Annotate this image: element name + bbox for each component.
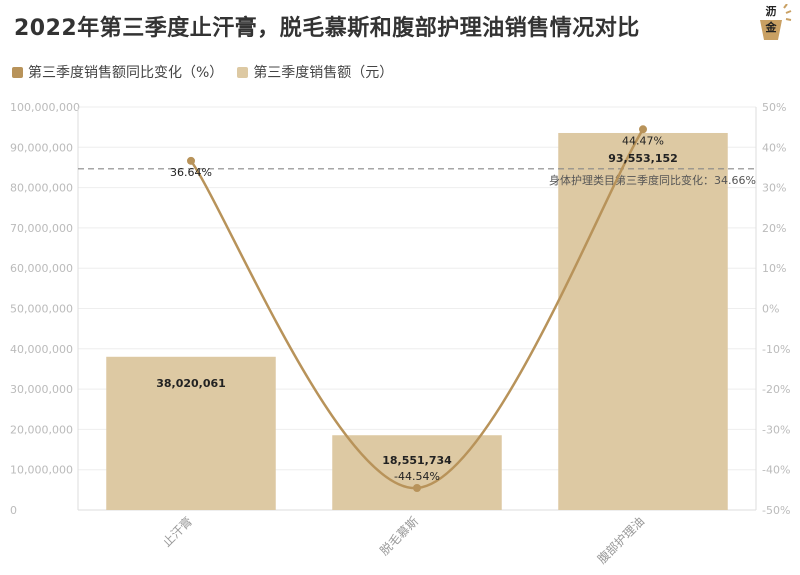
y-left-tick-label: 70,000,000 bbox=[10, 222, 73, 235]
logo-icon bbox=[760, 3, 792, 40]
y-right-tick-label: 40% bbox=[762, 141, 786, 154]
legend-item-yoy[interactable]: 第三季度销售额同比变化（%） bbox=[12, 62, 223, 82]
x-category-label: 腹部护理油 bbox=[594, 514, 647, 567]
y-right-tick-label: -40% bbox=[762, 464, 790, 477]
y-left-tick-label: 10,000,000 bbox=[10, 464, 73, 477]
legend-swatch-line bbox=[12, 66, 23, 78]
y-left-tick-label: 40,000,000 bbox=[10, 343, 73, 356]
y-left-tick-label: 100,000,000 bbox=[10, 101, 80, 114]
y-right-tick-label: -30% bbox=[762, 423, 790, 436]
x-category-label: 止汗膏 bbox=[159, 514, 195, 550]
yoy-value-label: -44.54% bbox=[394, 470, 440, 483]
yoy-point bbox=[413, 483, 421, 492]
legend-swatch-bar bbox=[237, 66, 249, 78]
y-right-tick-label: -10% bbox=[762, 343, 790, 356]
yoy-point bbox=[639, 125, 647, 134]
y-right-tick-label: -50% bbox=[762, 504, 790, 517]
y-left-tick-label: 60,000,000 bbox=[10, 262, 73, 275]
brand-logo: 沥 金 bbox=[756, 3, 792, 42]
y-left-tick-label: 20,000,000 bbox=[10, 423, 73, 436]
y-left-tick-label: 80,000,000 bbox=[10, 182, 73, 195]
y-right-tick-label: 30% bbox=[762, 182, 786, 195]
logo-text-top: 沥 bbox=[765, 5, 777, 18]
logo-text-bottom: 金 bbox=[765, 21, 777, 34]
bar bbox=[332, 435, 502, 510]
y-right-tick-label: 20% bbox=[762, 222, 786, 235]
y-left-tick-label: 50,000,000 bbox=[10, 303, 73, 316]
y-left-tick-label: 30,000,000 bbox=[10, 383, 73, 396]
legend-label-yoy: 第三季度销售额同比变化（%） bbox=[28, 65, 224, 81]
bar-value-label: 18,551,734 bbox=[382, 454, 452, 467]
bar-value-label: 93,553,152 bbox=[608, 152, 678, 165]
yoy-value-label: 36.64% bbox=[170, 166, 212, 179]
yoy-value-label: 44.47% bbox=[622, 134, 664, 147]
y-right-tick-label: -20% bbox=[762, 383, 790, 396]
bar-value-label: 38,020,061 bbox=[156, 377, 226, 390]
y-right-tick-label: 0% bbox=[762, 303, 779, 316]
bar bbox=[106, 356, 276, 510]
bar bbox=[558, 132, 728, 510]
x-category-label: 脱毛慕斯 bbox=[377, 514, 422, 559]
legend-item-sales[interactable]: 第三季度销售额（元） bbox=[237, 62, 393, 82]
y-left-tick-label: 90,000,000 bbox=[10, 141, 73, 154]
y-left-tick-label: 0 bbox=[10, 504, 17, 517]
chart-legend: 第三季度销售额同比变化（%） 第三季度销售额（元） bbox=[12, 62, 407, 82]
y-right-tick-label: 50% bbox=[762, 101, 786, 114]
reference-line-label: 身体护理类目第三季度同比变化：34.66% bbox=[549, 173, 756, 187]
yoy-point bbox=[187, 156, 195, 165]
y-right-tick-label: 10% bbox=[762, 262, 786, 275]
legend-label-sales: 第三季度销售额（元） bbox=[253, 65, 394, 81]
chart-title: 2022年第三季度止汗膏，脱毛慕斯和腹部护理油销售情况对比 bbox=[14, 16, 640, 41]
